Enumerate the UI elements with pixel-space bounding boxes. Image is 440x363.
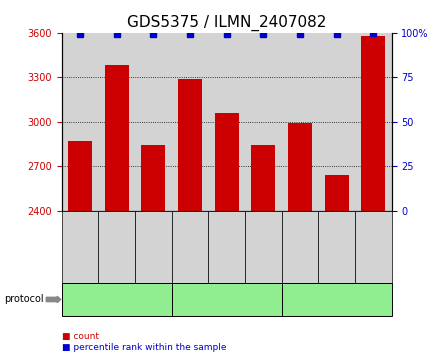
Bar — [325, 175, 348, 211]
Text: GSM1486448: GSM1486448 — [369, 221, 378, 272]
Text: GSM1486444: GSM1486444 — [222, 221, 231, 273]
Text: GSM1486446: GSM1486446 — [295, 221, 304, 273]
Bar — [68, 141, 92, 211]
Bar — [282, 33, 318, 211]
Bar — [208, 33, 245, 211]
Text: shDEK17 shRNA
knockdown: shDEK17 shRNA knockdown — [297, 289, 376, 310]
Bar — [361, 36, 385, 211]
Bar — [178, 79, 202, 211]
Bar — [251, 145, 275, 211]
Text: empty vector
shRNA control: empty vector shRNA control — [82, 289, 151, 310]
Bar — [288, 123, 312, 211]
Bar — [98, 33, 135, 211]
Title: GDS5375 / ILMN_2407082: GDS5375 / ILMN_2407082 — [127, 15, 326, 31]
Text: protocol: protocol — [4, 294, 44, 305]
Text: ■ percentile rank within the sample: ■ percentile rank within the sample — [62, 343, 226, 352]
Text: GSM1486445: GSM1486445 — [259, 221, 268, 273]
Bar — [135, 33, 172, 211]
Bar — [172, 33, 208, 211]
Bar — [318, 33, 355, 211]
Text: GSM1486447: GSM1486447 — [332, 221, 341, 273]
Text: GSM1486442: GSM1486442 — [149, 221, 158, 272]
Text: GSM1486440: GSM1486440 — [75, 221, 84, 273]
Bar — [355, 33, 392, 211]
Text: ■ count: ■ count — [62, 332, 99, 341]
Bar — [245, 33, 282, 211]
Bar — [215, 113, 238, 211]
Bar — [141, 145, 165, 211]
Text: GSM1486441: GSM1486441 — [112, 221, 121, 272]
Bar — [105, 65, 128, 211]
Text: GSM1486443: GSM1486443 — [185, 221, 194, 273]
Text: shDEK14 shRNA
knockdown: shDEK14 shRNA knockdown — [187, 289, 266, 310]
Bar — [62, 33, 98, 211]
